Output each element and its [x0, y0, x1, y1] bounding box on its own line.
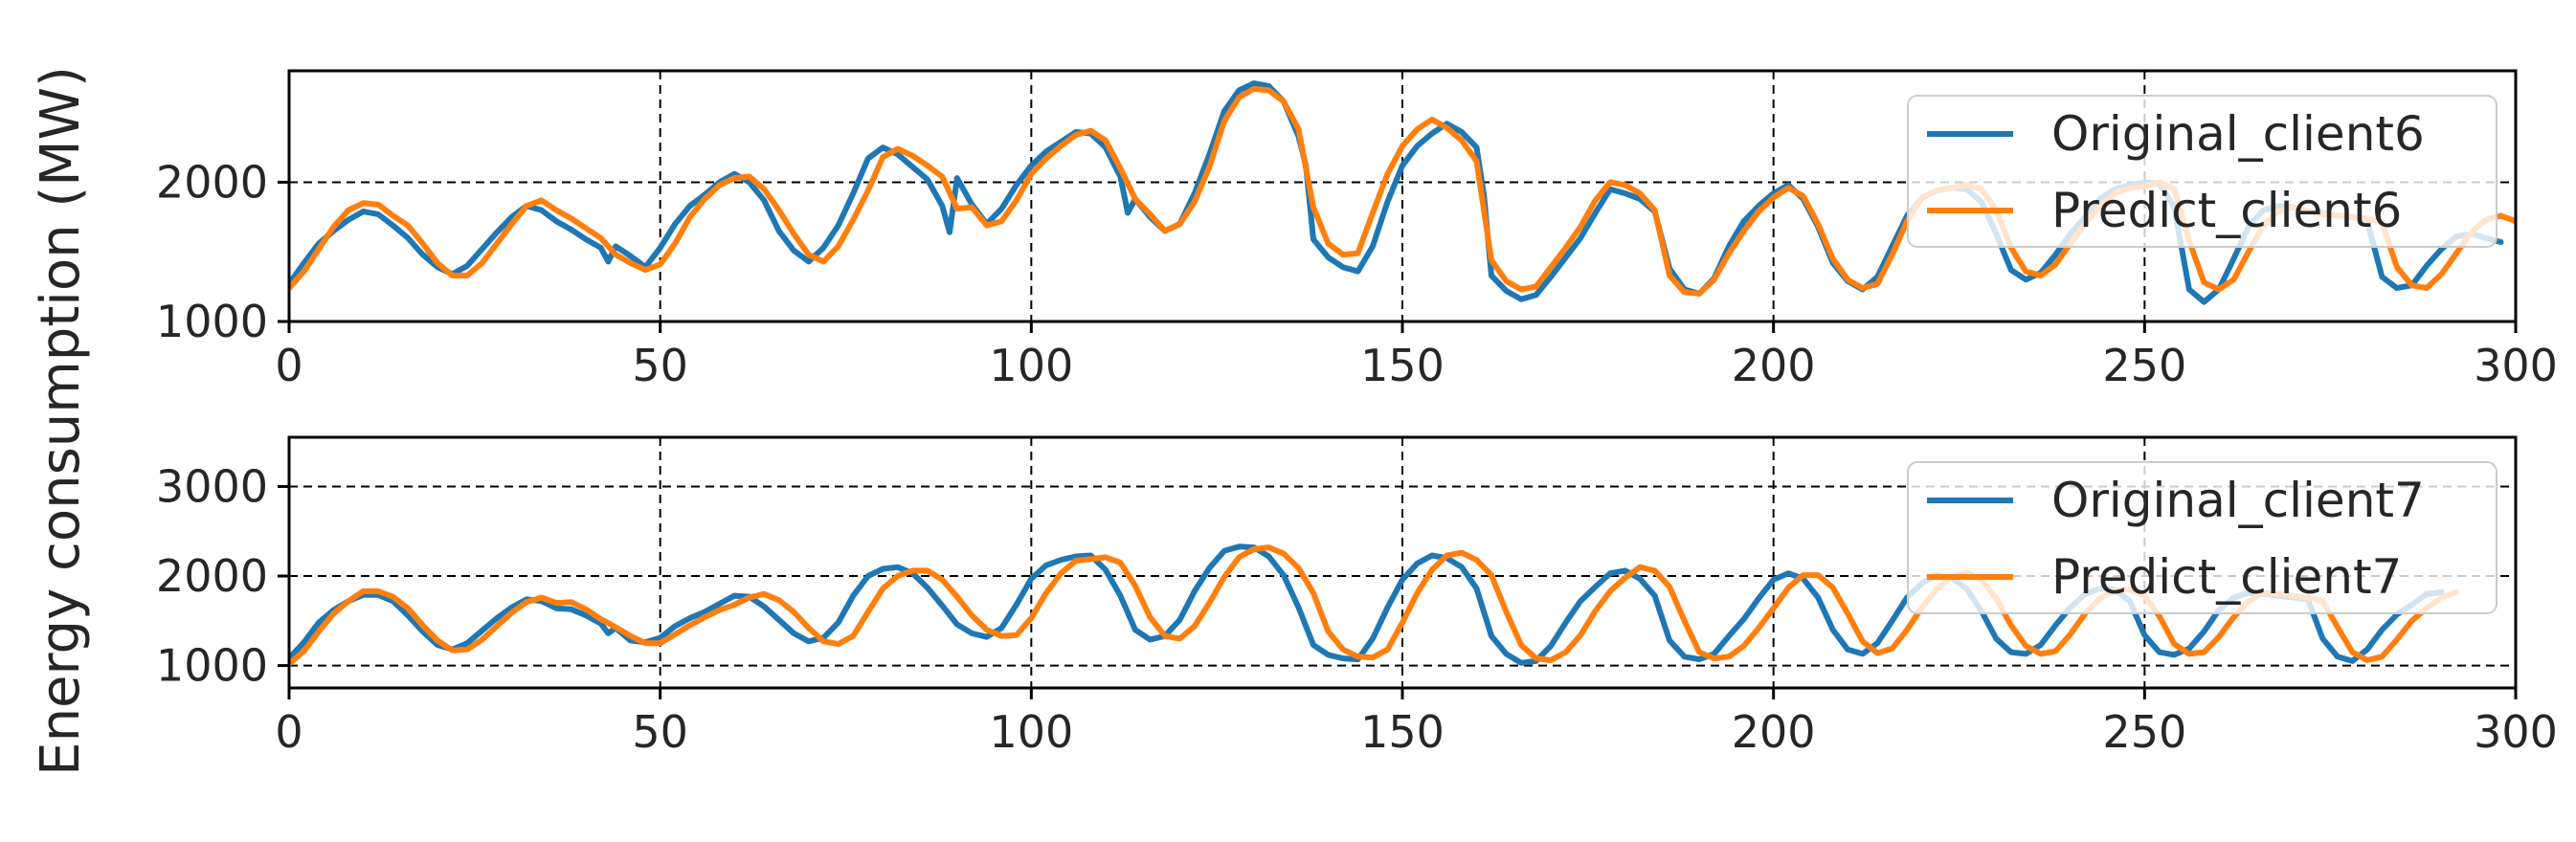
y-axis-label: Energy consumption (MW) [30, 66, 92, 776]
x-tick-label: 50 [632, 706, 688, 758]
legend-label: Predict_client6 [2051, 183, 2402, 238]
x-tick-label: 0 [275, 706, 302, 758]
x-tick-label: 200 [1732, 340, 1816, 391]
y-tick-label: 1000 [156, 296, 268, 347]
chart-panel-client6: 0 50 100 150 200 250 300 1000 2000 Original_clien… [156, 69, 2558, 391]
x-tick-label: 0 [275, 340, 302, 391]
x-tick-label: 50 [632, 340, 688, 391]
x-tick-label: 250 [2102, 340, 2186, 391]
y-tick-label: 2000 [156, 156, 268, 208]
x-tick-label: 100 [989, 706, 1073, 758]
legend-label: Predict_client7 [2051, 549, 2402, 605]
legend-box [1907, 461, 2498, 614]
x-tick-label: 300 [2474, 706, 2558, 758]
y-tick-label: 1000 [156, 640, 268, 692]
y-tick-label: 2000 [156, 550, 268, 602]
legend-label: Original_client7 [2051, 473, 2425, 528]
x-tick-label: 100 [989, 340, 1073, 391]
legend-label: Original_client6 [2051, 106, 2425, 162]
x-tick-label: 150 [1360, 340, 1445, 391]
x-tick-label: 150 [1360, 706, 1445, 758]
x-tick-label: 300 [2474, 340, 2558, 391]
chart-panel-client7: 0 50 100 150 200 250 300 1000 2000 3000 Original_c… [156, 435, 2558, 758]
y-tick-label: 3000 [156, 460, 268, 512]
x-tick-label: 250 [2102, 706, 2186, 758]
legend-box [1907, 95, 2498, 248]
x-tick-label: 200 [1732, 706, 1816, 758]
